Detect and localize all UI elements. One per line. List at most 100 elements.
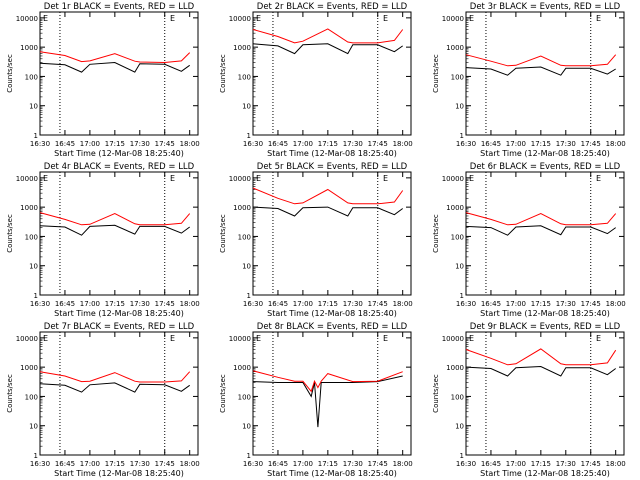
corner-mark: E [43, 334, 48, 343]
x-tick-label: 18:00 [180, 460, 200, 468]
y-axis-label: Counts/sec [6, 214, 14, 253]
x-tick-label: 17:45 [155, 140, 175, 148]
y-tick-label: 100 [451, 73, 464, 81]
x-tick-label: 17:15 [105, 300, 125, 308]
x-tick-label: 17:30 [556, 460, 576, 468]
events-series-line [252, 43, 403, 55]
y-tick-label: 1 [34, 132, 38, 140]
x-tick-label: 17:15 [531, 460, 551, 468]
corner-mark: E [256, 334, 261, 343]
y-tick-label: 100 [451, 233, 464, 241]
x-tick-label: 18:00 [606, 140, 626, 148]
x-axis-label: Start Time (12-Mar-08 18:25:40) [480, 149, 610, 158]
y-tick-label: 10000 [16, 175, 38, 183]
x-tick-label: 18:00 [180, 140, 200, 148]
x-tick-label: 16:45 [268, 140, 288, 148]
detector-panel: Det 4r BLACK = Events, RED = LLD 1 10 100 10… [6, 162, 200, 318]
x-axis-label: Start Time (12-Mar-08 18:25:40) [480, 469, 610, 478]
detector-panel: Det 2r BLACK = Events, RED = LLD 1 10 100 10… [219, 2, 413, 158]
y-tick-label: 10 [242, 103, 251, 111]
events-series-line [252, 206, 403, 217]
plot-frame [39, 171, 199, 296]
x-tick-label: 17:45 [155, 300, 175, 308]
lld-series-line [39, 212, 191, 226]
x-tick-label: 17:30 [130, 460, 150, 468]
y-axis-label: Counts/sec [432, 374, 440, 413]
x-tick-label: 17:45 [368, 460, 388, 468]
x-tick-label: 16:45 [55, 140, 75, 148]
corner-mark: E [469, 334, 474, 343]
x-tick-label: 16:45 [268, 300, 288, 308]
events-series-line [39, 382, 190, 393]
y-tick-label: 1 [247, 452, 251, 460]
x-tick-label: 17:45 [581, 300, 601, 308]
detector-panel: Det 5r BLACK = Events, RED = LLD 1 10 100 10… [219, 162, 413, 318]
detector-panel: Det 8r BLACK = Events, RED = LLD 1 10 100 10… [219, 322, 413, 478]
y-tick-label: 1000 [20, 364, 38, 372]
lld-series-line [465, 54, 617, 67]
y-tick-label: 10 [455, 263, 464, 271]
y-tick-label: 100 [451, 393, 464, 401]
x-tick-label: 17:00 [80, 300, 100, 308]
panel-title: Det 4r BLACK = Events, RED = LLD [44, 162, 195, 172]
x-tick-label: 17:30 [130, 300, 150, 308]
lld-series-line [465, 212, 617, 226]
y-tick-label: 10 [29, 103, 38, 111]
corner-mark: E [43, 14, 48, 23]
x-tick-label: 17:00 [80, 460, 100, 468]
x-tick-label: 17:30 [343, 300, 363, 308]
detector-panel: Det 3r BLACK = Events, RED = LLD 1 10 100 10… [432, 2, 626, 158]
y-tick-label: 1 [460, 132, 464, 140]
x-tick-label: 17:00 [506, 300, 526, 308]
x-tick-label: 18:00 [180, 300, 200, 308]
corner-mark: E [383, 174, 388, 183]
y-tick-label: 10000 [442, 15, 464, 23]
x-tick-label: 17:00 [293, 300, 313, 308]
x-tick-label: 16:45 [481, 140, 501, 148]
x-axis-label: Start Time (12-Mar-08 18:25:40) [54, 469, 184, 478]
events-series-line [39, 61, 190, 73]
x-tick-label: 16:45 [481, 300, 501, 308]
y-tick-label: 1000 [446, 204, 464, 212]
lld-series-line [252, 187, 404, 205]
x-tick-label: 18:00 [393, 300, 413, 308]
corner-mark: E [170, 14, 175, 23]
lld-series-line [252, 28, 404, 44]
x-axis-label: Start Time (12-Mar-08 18:25:40) [54, 309, 184, 318]
lld-series-line [465, 348, 617, 366]
y-axis-label: Counts/sec [6, 54, 14, 93]
y-tick-label: 1000 [233, 44, 251, 52]
corner-mark: E [256, 174, 261, 183]
x-tick-label: 16:30 [243, 140, 263, 148]
x-tick-label: 18:00 [393, 140, 413, 148]
corner-mark: E [596, 14, 601, 23]
x-tick-label: 17:15 [105, 460, 125, 468]
x-tick-label: 18:00 [606, 300, 626, 308]
x-tick-label: 17:15 [318, 140, 338, 148]
lld-series-line [252, 370, 403, 393]
events-series-line [465, 225, 616, 236]
events-series-line [252, 375, 403, 428]
panel-title: Det 2r BLACK = Events, RED = LLD [257, 2, 408, 12]
x-tick-label: 16:30 [30, 140, 50, 148]
y-tick-label: 100 [238, 233, 251, 241]
y-tick-label: 10 [455, 423, 464, 431]
corner-mark: E [596, 334, 601, 343]
events-series-line [465, 66, 616, 76]
plot-frame [465, 11, 625, 136]
y-tick-label: 1000 [233, 364, 251, 372]
y-tick-label: 10 [29, 263, 38, 271]
y-tick-label: 100 [238, 73, 251, 81]
x-tick-label: 18:00 [606, 460, 626, 468]
x-axis-label: Start Time (12-Mar-08 18:25:40) [480, 309, 610, 318]
x-tick-label: 16:30 [30, 300, 50, 308]
y-tick-label: 10000 [16, 15, 38, 23]
x-tick-label: 16:45 [481, 460, 501, 468]
y-tick-label: 1 [247, 292, 251, 300]
x-tick-label: 17:00 [506, 140, 526, 148]
panel-title: Det 8r BLACK = Events, RED = LLD [257, 322, 408, 332]
events-series-line [39, 224, 190, 236]
x-tick-label: 17:30 [556, 140, 576, 148]
y-axis-label: Counts/sec [219, 54, 227, 93]
y-axis-label: Counts/sec [219, 214, 227, 253]
